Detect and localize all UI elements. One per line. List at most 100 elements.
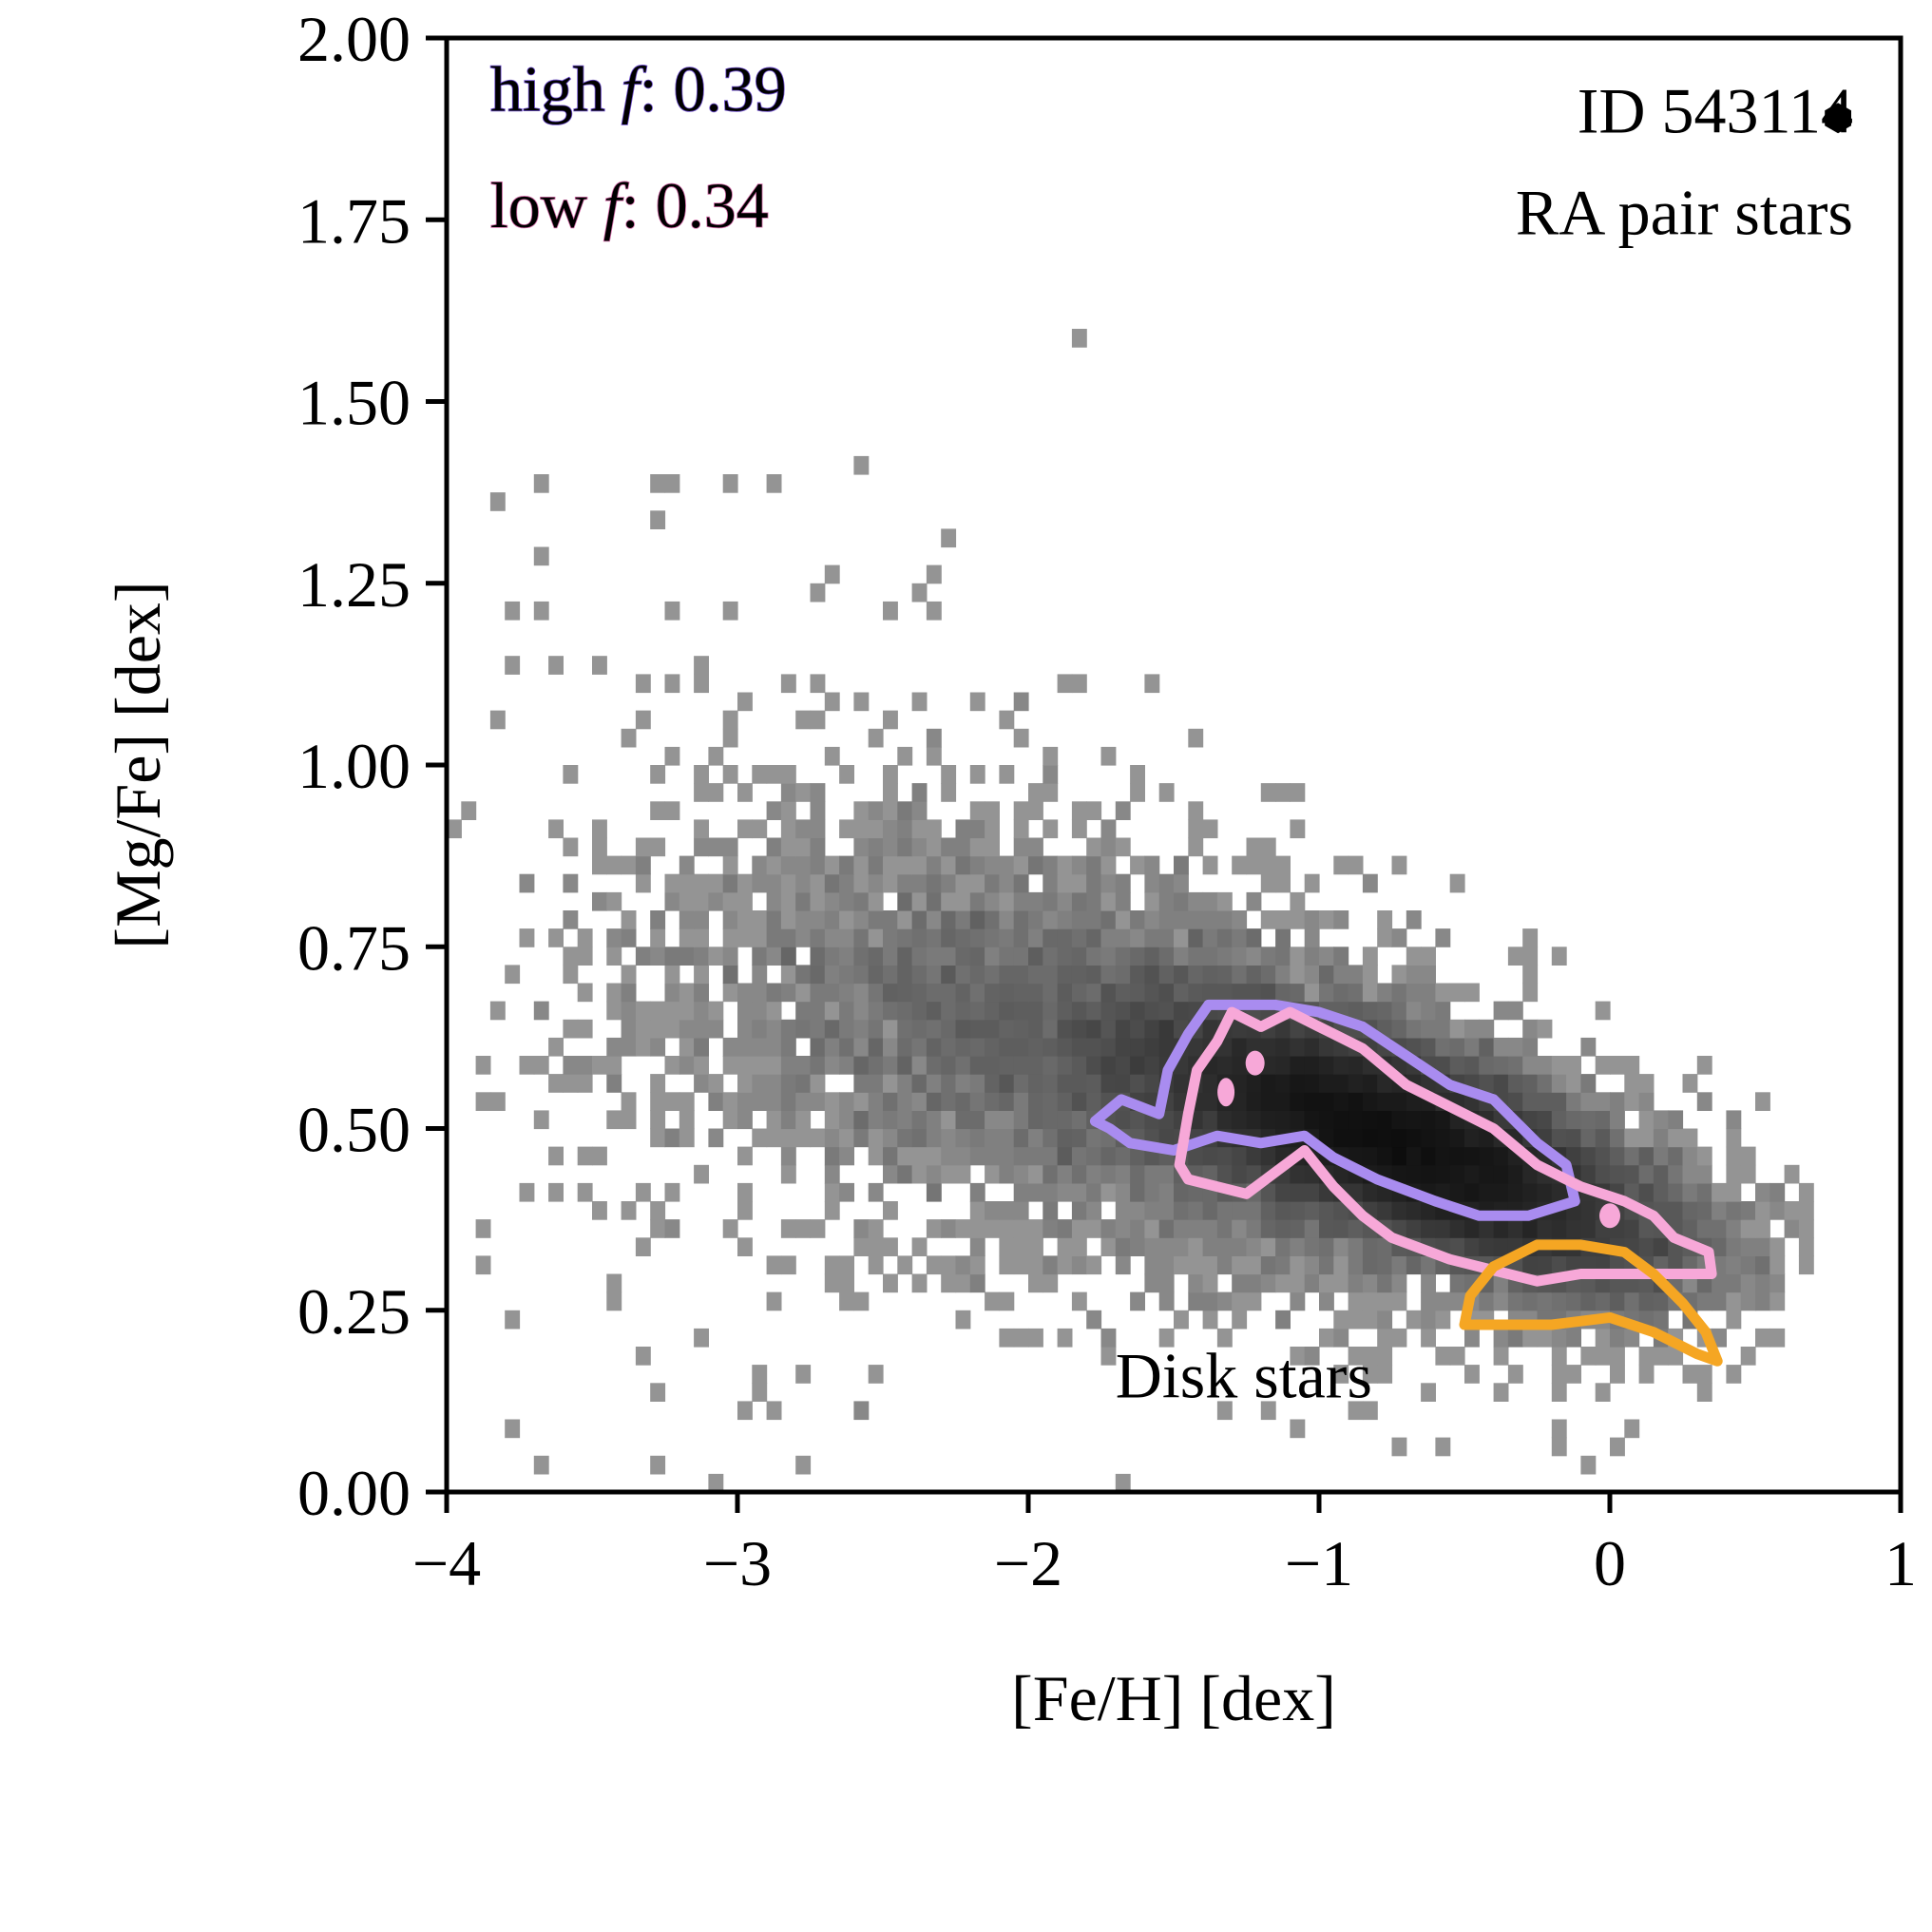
density-bin — [1216, 1328, 1233, 1348]
density-bin — [1290, 819, 1306, 839]
density-bin — [1362, 1110, 1378, 1130]
density-bin — [1100, 965, 1117, 985]
density-bin — [1130, 1219, 1145, 1238]
density-bin — [868, 837, 884, 857]
density-bin — [752, 947, 768, 966]
density-bin — [694, 1037, 709, 1057]
density-bin — [810, 583, 826, 603]
density-bin — [1319, 1255, 1334, 1275]
density-bin — [824, 1056, 840, 1075]
density-bin — [1377, 1273, 1393, 1293]
density-bin — [1100, 746, 1117, 766]
density-bin — [1304, 1037, 1320, 1057]
density-bin — [969, 928, 985, 947]
density-bin — [664, 674, 680, 694]
density-bin — [1624, 1419, 1640, 1439]
density-bin — [1449, 873, 1465, 893]
density-bin — [548, 656, 564, 675]
density-bin — [824, 1019, 840, 1039]
density-bin — [1348, 1092, 1364, 1111]
density-bin — [548, 1074, 564, 1093]
density-bin — [1479, 1019, 1495, 1039]
density-bin — [795, 1365, 812, 1384]
density-bin — [694, 1001, 709, 1021]
density-bin — [461, 801, 477, 820]
density-bin — [1304, 1092, 1320, 1111]
density-bin — [1377, 1001, 1393, 1021]
density-bin — [606, 947, 622, 966]
density-bin — [650, 1037, 666, 1057]
density-bin — [1158, 965, 1175, 985]
density-bin — [1057, 1255, 1073, 1275]
y-tick-label: 1.50 — [297, 367, 411, 439]
density-bin — [985, 1201, 1000, 1220]
density-bin — [1057, 1110, 1073, 1130]
density-bin — [1377, 1074, 1393, 1093]
density-bin — [1406, 1219, 1422, 1238]
density-bin — [926, 746, 942, 766]
density-bin — [606, 928, 622, 947]
density-bin — [1086, 1164, 1102, 1184]
density-bin — [1028, 1037, 1043, 1057]
density-bin — [780, 1128, 796, 1148]
density-bin — [1537, 1255, 1553, 1275]
density-bin — [505, 1419, 521, 1439]
density-bin — [1115, 1019, 1131, 1039]
density-bin — [911, 1074, 928, 1093]
density-bin — [1246, 1110, 1262, 1130]
density-bin — [722, 983, 738, 1003]
x-tick-label: −4 — [412, 1527, 481, 1599]
density-bin — [795, 1019, 812, 1039]
density-bin — [1057, 1164, 1073, 1184]
density-bin — [548, 1146, 564, 1166]
density-bin — [1421, 1146, 1436, 1166]
density-bin — [911, 1128, 928, 1148]
density-bin — [533, 1110, 549, 1130]
density-bin — [897, 1110, 913, 1130]
density-bin — [911, 983, 928, 1003]
density-bin — [1071, 928, 1087, 947]
density-bin — [722, 1219, 738, 1238]
density-bin — [1319, 1291, 1334, 1311]
density-bin — [1290, 1291, 1306, 1311]
density-bin — [1391, 1201, 1407, 1220]
density-bin — [563, 965, 579, 985]
density-bin — [1158, 947, 1175, 966]
density-bin — [737, 819, 753, 839]
density-bin — [1522, 1182, 1539, 1202]
density-bin — [1362, 1092, 1378, 1111]
density-bin — [824, 1255, 840, 1275]
density-bin — [839, 1019, 854, 1039]
density-bin — [1624, 1056, 1640, 1075]
density-bin — [926, 1074, 942, 1093]
density-bin — [1333, 1219, 1349, 1238]
density-bin — [621, 1037, 637, 1057]
density-bin — [1421, 1328, 1436, 1348]
density-bin — [1071, 1164, 1087, 1184]
density-bin — [1115, 928, 1131, 947]
density-bin — [1158, 891, 1175, 911]
density-bin — [1333, 1201, 1349, 1220]
density-bin — [766, 1074, 782, 1093]
density-bin — [839, 1001, 854, 1021]
density-bin — [853, 1401, 870, 1421]
density-bin — [897, 1037, 913, 1057]
density-bin — [737, 1110, 753, 1130]
density-bin — [1304, 1273, 1320, 1293]
density-bin — [1638, 1164, 1655, 1184]
density-bin — [1668, 1347, 1684, 1366]
density-bin — [1043, 928, 1059, 947]
density-bin — [1028, 1146, 1043, 1166]
density-bin — [1493, 1383, 1509, 1402]
density-bin — [621, 965, 637, 985]
density-bin — [722, 873, 738, 893]
density-bin — [1638, 1074, 1655, 1093]
density-bin — [1071, 1019, 1087, 1039]
density-bin — [1130, 983, 1145, 1003]
density-bin — [839, 873, 854, 893]
density-bin — [969, 692, 985, 712]
density-bin — [911, 1092, 928, 1111]
density-bin — [1202, 910, 1218, 929]
density-bin — [1043, 1074, 1059, 1093]
density-bin — [1348, 1056, 1364, 1075]
